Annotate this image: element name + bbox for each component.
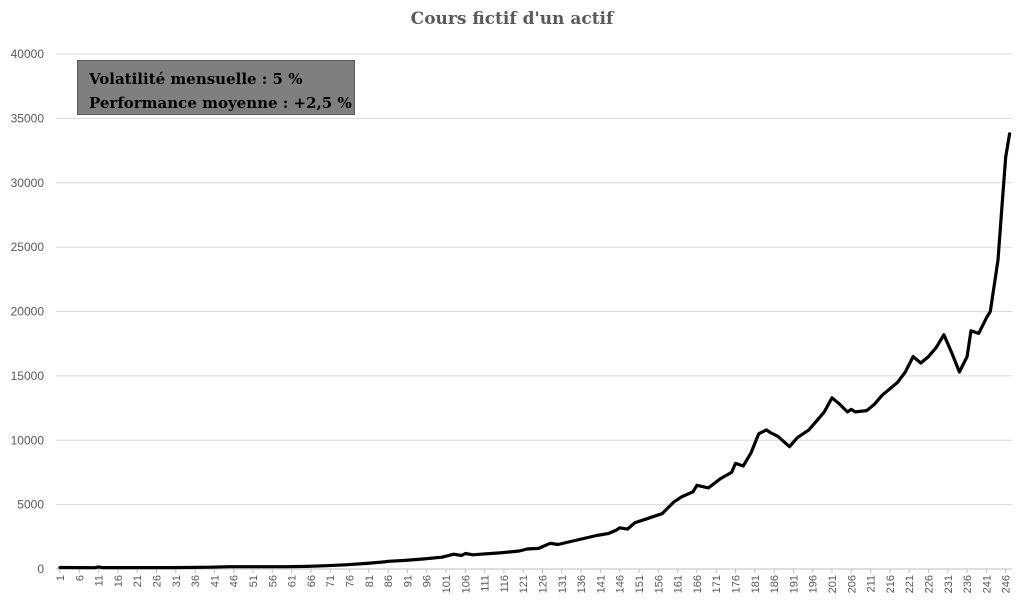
x-tick-label-43: 216 [885, 575, 897, 593]
y-tick-label-7: 35000 [11, 111, 45, 125]
x-tick-label-31: 156 [653, 575, 665, 593]
x-axis-tick-labels: 1 6 11 16 21 26 31 36 41 46 51 56 61 66 71 76 81 86 91 96 10… [55, 569, 1013, 593]
x-tick-label-21: 106 [460, 575, 472, 593]
x-tick-label-29: 146 [615, 575, 627, 593]
y-tick-label-6: 30000 [11, 176, 45, 190]
series-line-0 [58, 132, 1012, 570]
x-tick-label-17: 86 [383, 575, 395, 587]
x-tick-label-46: 231 [943, 575, 955, 593]
x-tick-label-3: 16 [113, 575, 125, 587]
x-tick-label-36: 181 [750, 575, 762, 593]
x-tick-label-35: 176 [731, 575, 743, 593]
x-tick-label-26: 131 [557, 575, 569, 593]
x-tick-label-18: 91 [402, 575, 414, 587]
x-tick-label-9: 46 [229, 575, 241, 587]
x-tick-label-34: 171 [711, 575, 723, 593]
chart-title: Cours fictif d'un actif [410, 9, 614, 29]
x-tick-label-23: 116 [499, 575, 511, 593]
annotation-volatility: Volatilité mensuelle : 5 % [89, 70, 303, 88]
x-tick-label-20: 101 [441, 575, 453, 593]
annotation-box: Volatilité mensuelle : 5 % Performance m… [77, 60, 355, 115]
x-tick-label-37: 186 [769, 575, 781, 593]
x-tick-label-16: 81 [364, 575, 376, 587]
x-tick-label-47: 236 [962, 575, 974, 593]
x-tick-label-38: 191 [788, 575, 800, 593]
x-tick-label-4: 21 [132, 575, 144, 587]
x-tick-label-41: 206 [846, 575, 858, 593]
x-tick-label-33: 166 [692, 575, 704, 593]
y-tick-label-1: 5000 [17, 498, 44, 512]
x-tick-label-2: 11 [94, 575, 106, 586]
x-tick-label-30: 151 [634, 575, 646, 593]
annotation-performance: Performance moyenne : +2,5 % [89, 94, 352, 112]
y-axis-tick-labels: 0 5000 10000 15000 20000 25000 30000 35000 40000 [11, 47, 45, 576]
x-tick-label-10: 51 [248, 575, 260, 587]
y-tick-label-3: 15000 [11, 369, 45, 383]
x-tick-label-14: 71 [325, 575, 337, 587]
x-tick-label-22: 111 [480, 575, 492, 592]
x-tick-label-48: 241 [981, 575, 993, 593]
x-tick-label-12: 61 [287, 575, 299, 587]
y-tick-label-2: 10000 [11, 433, 45, 447]
x-tick-label-11: 56 [267, 575, 279, 587]
x-tick-label-1: 6 [74, 575, 86, 581]
y-tick-label-4: 20000 [11, 305, 45, 319]
x-tick-label-32: 161 [673, 575, 685, 593]
x-tick-label-7: 36 [190, 575, 202, 587]
x-tick-label-45: 226 [924, 575, 936, 593]
x-tick-label-24: 121 [518, 575, 530, 593]
x-tick-label-39: 196 [808, 575, 820, 593]
x-tick-label-27: 136 [576, 575, 588, 593]
x-tick-label-19: 96 [422, 575, 434, 587]
x-tick-label-8: 41 [209, 575, 221, 587]
gridlines [56, 53, 1012, 570]
x-tick-label-5: 26 [152, 575, 164, 587]
y-tick-label-8: 40000 [11, 47, 45, 61]
x-tick-label-0: 1 [55, 575, 67, 581]
x-tick-label-13: 66 [306, 575, 318, 587]
series-lines [58, 132, 1012, 570]
y-tick-label-5: 25000 [11, 240, 45, 254]
x-tick-label-40: 201 [827, 575, 839, 593]
x-tick-label-44: 221 [904, 575, 916, 593]
x-tick-label-42: 211 [866, 575, 878, 593]
y-tick-label-0: 0 [37, 562, 44, 576]
x-tick-label-25: 126 [538, 575, 550, 593]
x-tick-label-6: 31 [171, 575, 183, 587]
x-tick-label-49: 246 [1001, 575, 1013, 593]
x-tick-label-28: 141 [595, 575, 607, 593]
x-tick-label-15: 76 [345, 575, 357, 587]
